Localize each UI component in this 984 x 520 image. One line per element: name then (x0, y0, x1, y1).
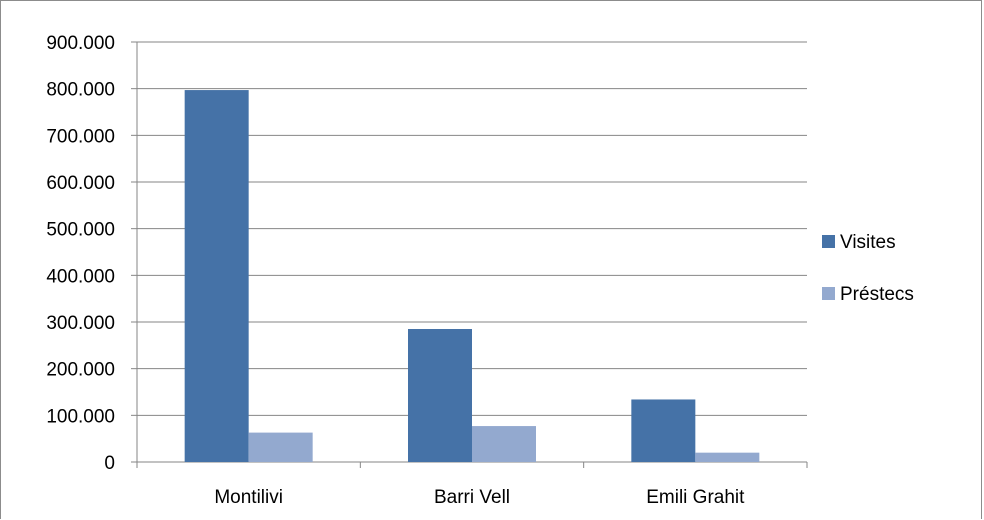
y-tick-label: 300.000 (46, 313, 115, 334)
bar-visites-2 (631, 399, 696, 462)
y-tick-label: 0 (104, 453, 115, 474)
y-tick-label: 500.000 (46, 220, 115, 241)
y-tick-label: 400.000 (46, 266, 115, 287)
bar-visites-1 (408, 329, 472, 462)
x-tick-label: Emili Grahit (646, 487, 745, 508)
y-tick-label: 900.000 (46, 33, 115, 54)
legend-label: Préstecs (840, 284, 914, 305)
y-tick-label: 100.000 (46, 406, 115, 427)
bar-prestecs-0 (248, 432, 313, 462)
y-tick-label: 600.000 (46, 173, 115, 194)
x-tick-label: Barri Vell (434, 487, 510, 508)
y-tick-label: 200.000 (46, 360, 115, 381)
x-tick-label: Montilivi (214, 487, 283, 508)
bar-visites-0 (184, 90, 249, 463)
legend-swatch (822, 287, 835, 300)
bar-prestecs-1 (472, 426, 536, 462)
legend-swatch (822, 235, 835, 248)
bar-prestecs-2 (695, 452, 760, 462)
legend-label: Visites (840, 232, 896, 253)
y-tick-label: 800.000 (46, 80, 115, 101)
y-tick-label: 700.000 (46, 126, 115, 147)
